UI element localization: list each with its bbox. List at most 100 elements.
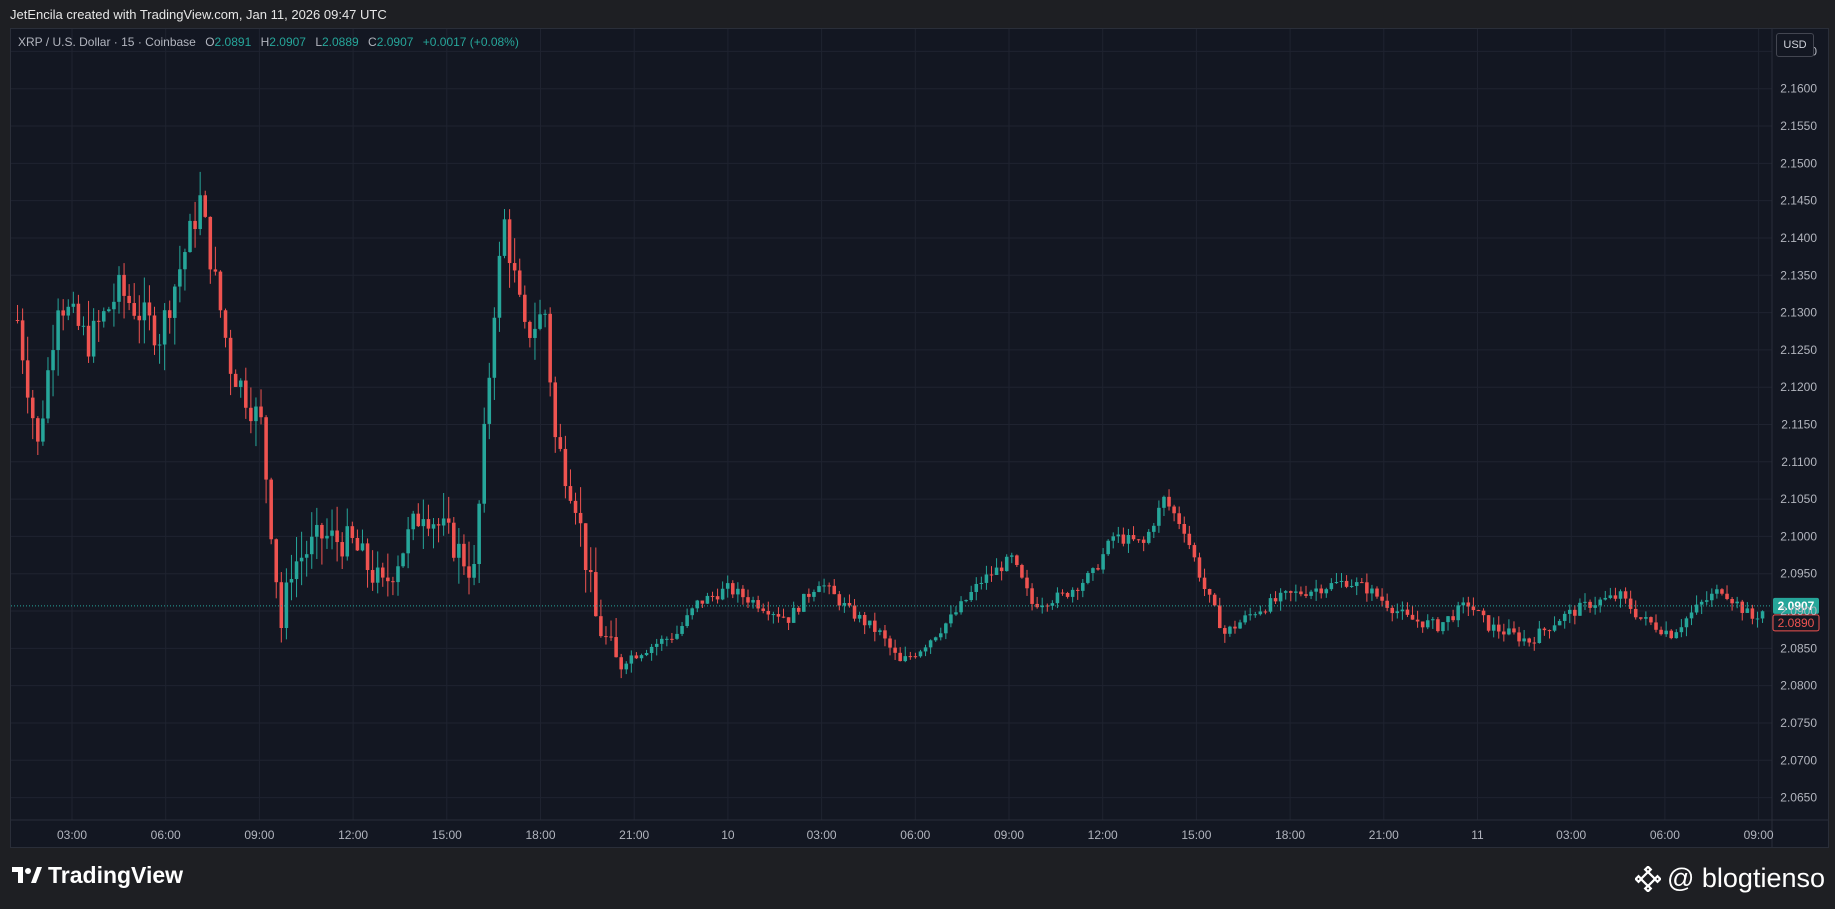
candle-down <box>25 336 30 414</box>
candle-up <box>1070 587 1075 603</box>
candle-down <box>700 600 705 608</box>
candle-down <box>365 538 370 588</box>
top-bar: JetEncila created with TradingView.com, … <box>0 0 1835 28</box>
candle-up <box>406 516 410 569</box>
candle-up <box>1431 616 1435 629</box>
candle-down <box>908 651 913 660</box>
candle-down <box>1532 636 1537 651</box>
candle-up <box>923 644 928 657</box>
candle-down <box>462 534 466 575</box>
candle-up <box>857 611 862 623</box>
candle-down <box>1065 591 1070 599</box>
candle-down <box>1517 626 1521 647</box>
candle-up <box>157 333 162 364</box>
symbol-legend[interactable]: XRP / U.S. Dollar · 15 · Coinbase O2.089… <box>18 35 519 49</box>
time-axis[interactable]: 03:00 06:00 09:00 12:00 15:00 18:00 21:00 10 03:… <box>11 819 1829 842</box>
candle-up <box>1238 619 1242 629</box>
brand-text: TradingView <box>48 862 184 888</box>
candle-down <box>619 653 623 679</box>
candle-down <box>1217 597 1222 629</box>
candle-down <box>599 599 603 638</box>
candle-up <box>1370 584 1374 601</box>
candle-up <box>284 568 289 640</box>
candle-down <box>228 329 233 396</box>
candle-down <box>86 300 91 363</box>
currency-tag[interactable]: USD <box>1776 33 1814 57</box>
candle-up <box>309 512 314 569</box>
candle-down <box>898 647 902 662</box>
candle-down <box>507 209 512 288</box>
candle-up <box>1101 548 1105 574</box>
candle-up <box>654 638 659 656</box>
candle-up <box>112 283 116 327</box>
candle-up <box>1689 605 1694 626</box>
candle-up <box>1050 600 1055 610</box>
price-tick-label: 2.1050 <box>1780 492 1817 506</box>
candle-down <box>832 579 837 595</box>
candle-down <box>1481 608 1486 623</box>
price-tick-label: 2.1250 <box>1780 343 1817 357</box>
candle-down <box>837 591 842 611</box>
candle-up <box>1441 622 1445 635</box>
tradingview-brand[interactable]: TradingView <box>12 862 183 889</box>
candle-down <box>436 518 441 543</box>
candle-up <box>1507 619 1511 636</box>
candle-up <box>1710 588 1714 607</box>
candle-up <box>543 309 547 328</box>
candle-down <box>223 308 228 348</box>
candle-down <box>1096 564 1100 571</box>
time-tick-label: 03:00 <box>807 828 837 842</box>
chart-frame[interactable] <box>10 28 1829 848</box>
candle-up <box>1258 605 1263 616</box>
candle-up <box>665 636 669 647</box>
candle-down <box>391 576 395 596</box>
candle-down <box>36 416 40 455</box>
price-tick-label: 2.1600 <box>1780 82 1817 96</box>
candle-up <box>472 544 476 586</box>
candle-up <box>1086 570 1090 585</box>
candle-down <box>1405 602 1410 618</box>
candle-down <box>1730 597 1734 611</box>
candle-down <box>604 626 608 645</box>
candle-up <box>1116 526 1121 543</box>
price-axis[interactable]: 2.16502.16002.15502.15002.14502.14002.13… <box>1771 29 1817 848</box>
candle-down <box>827 582 831 595</box>
candle-down <box>568 469 573 504</box>
candle-up <box>1684 616 1689 637</box>
candle-up <box>1456 601 1460 628</box>
candle-up <box>238 378 243 398</box>
candle-down <box>1375 586 1379 599</box>
price-tick-label: 2.0700 <box>1780 753 1817 767</box>
candle-up <box>984 565 989 590</box>
candle-up <box>1248 607 1252 621</box>
candle-down <box>670 632 674 643</box>
candle-up <box>1146 529 1151 545</box>
candle-up <box>675 625 679 640</box>
symbol-name: XRP / U.S. Dollar · 15 · Coinbase <box>18 35 196 49</box>
candle-up <box>304 540 309 577</box>
candle-down <box>1471 597 1476 616</box>
candle-up <box>477 500 481 584</box>
candle-up <box>1704 591 1709 605</box>
price-tick-label: 2.1200 <box>1780 380 1817 394</box>
candle-down <box>386 553 390 597</box>
candle-down <box>528 320 532 348</box>
open-value: 2.0891 <box>214 35 252 49</box>
candle-down <box>249 387 253 434</box>
candle-down <box>776 607 781 623</box>
candle-down <box>208 216 213 284</box>
candle-down <box>1496 616 1501 639</box>
candle-up <box>1157 500 1161 533</box>
candle-up <box>690 607 694 620</box>
candle-down <box>1360 578 1364 584</box>
candle-down <box>1649 616 1653 626</box>
candle-down <box>355 529 360 552</box>
candle-down <box>264 415 268 504</box>
candle-down <box>761 603 765 614</box>
candle-down <box>1202 568 1207 597</box>
candle-down <box>1380 588 1384 607</box>
candle-down <box>1720 588 1724 596</box>
candle-down <box>1502 623 1506 642</box>
time-tick-label: 03:00 <box>1556 828 1586 842</box>
